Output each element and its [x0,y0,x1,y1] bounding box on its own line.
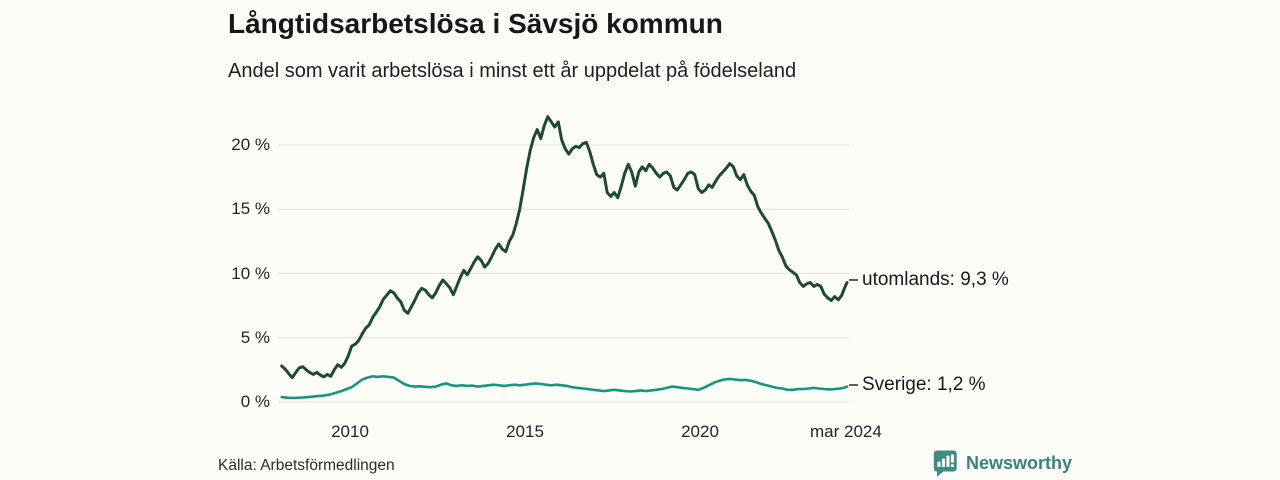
series-lines [280,115,849,400]
newsworthy-brand-link[interactable]: Newsworthy [932,449,1072,477]
x-tick-label: 2010 [331,422,369,441]
source-note: Källa: Arbetsförmedlingen [218,457,395,474]
chart-subtitle: Andel som varit arbetslösa i minst ett å… [228,60,797,82]
y-tick-label: 15 % [231,199,270,219]
series-line-utomlands [280,115,849,380]
x-tick-label: mar 2024 [810,422,882,441]
y-tick-label: 10 % [231,263,270,283]
x-tick-label: 2020 [681,422,719,441]
legend-item-Sverige: Sverige: 1,2 % [849,374,986,396]
brand-name: Newsworthy [966,452,1073,473]
y-tick-label: 20 % [231,135,270,154]
y-tick-label: 5 % [240,327,270,347]
series-line-Sverige [280,374,849,400]
legend-item-utomlands: utomlands: 9,3 % [849,269,1009,291]
legend-dash [849,279,858,282]
page-title: Långtidsarbetslösa i Sävsjö kommun [228,8,723,39]
legend-label: Sverige: 1,2 % [862,373,986,395]
legend-dash [849,383,858,386]
legend-label: utomlands: 9,3 % [862,269,1009,291]
y-tick-label: 0 % [240,392,270,411]
gridlines [278,144,849,403]
x-tick-label: 2015 [506,422,544,441]
speech-bubble-bar-chart-icon [932,449,958,477]
